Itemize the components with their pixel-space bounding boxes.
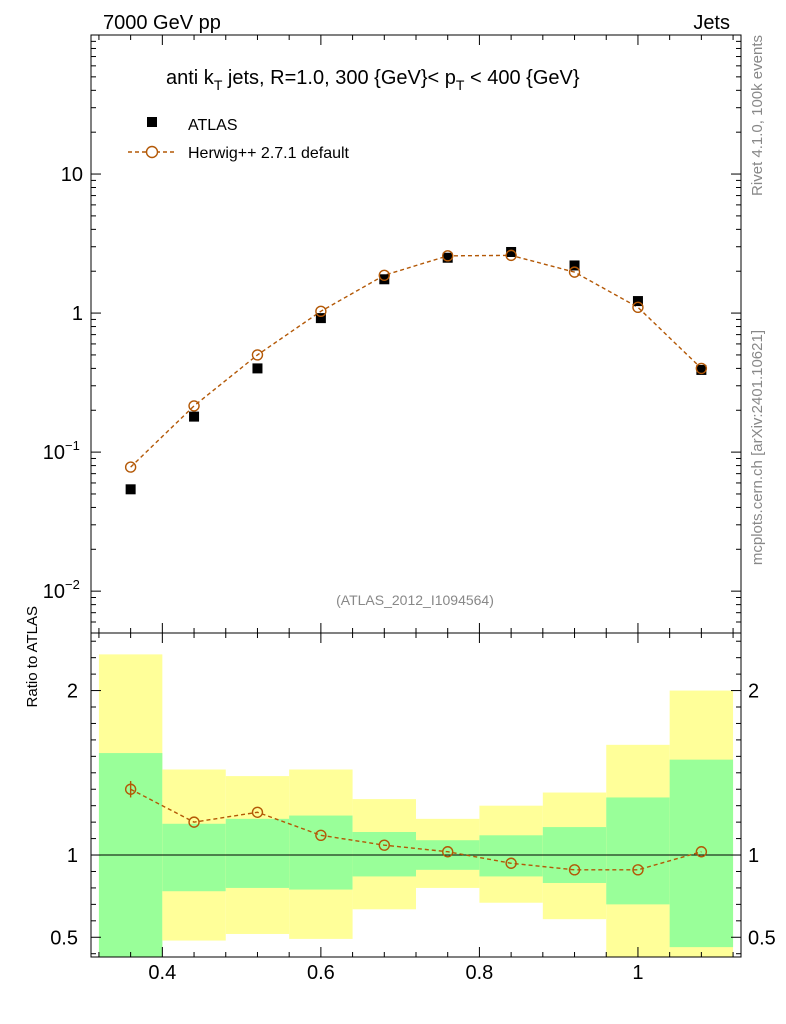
x-tick-label: 0.6: [307, 962, 335, 984]
ratio-stat-band-3: [225, 818, 290, 888]
ratio-point-10: [695, 846, 708, 858]
mc-point-1: [124, 461, 137, 473]
mc-point-5: [378, 269, 390, 281]
axis-ticks: [91, 34, 741, 957]
mc-point-10: [695, 362, 708, 375]
ratio-stat-band-7: [479, 835, 543, 877]
ratio-point-6: [442, 846, 454, 858]
ratio-point-3: [251, 806, 264, 818]
data-point-2: [189, 411, 200, 422]
data-point-7: [506, 246, 517, 257]
ratio-point-4: [315, 829, 327, 841]
main-series: [124, 246, 708, 495]
mcplots-label: mcplots.cern.ch [arXiv:2401.10621]: [749, 330, 766, 565]
ratio-point-9: [632, 864, 644, 876]
ratio-uncertainty-bands: [91, 654, 741, 957]
data-point-10: [696, 364, 707, 375]
ratio-stat-band-10: [669, 759, 734, 948]
ratio-point-5: [378, 839, 390, 851]
legend-data-marker: [147, 117, 157, 127]
x-tick-label: 0.4: [148, 962, 176, 984]
ratio-y-tick-label: 0.5: [50, 927, 78, 949]
main-y-tick-label: 10−2: [43, 577, 80, 603]
main-y-tick-label: 10−1: [43, 438, 80, 464]
mc-point-3: [251, 349, 264, 361]
ratio-y-tick-label: 1: [67, 845, 78, 867]
data-point-4: [315, 313, 326, 324]
mc-point-9: [632, 301, 644, 314]
header-energy-label: 7000 GeV pp: [103, 12, 221, 34]
ratio-y-tick-label: 2: [67, 681, 78, 703]
ratio-stat-band-9: [606, 797, 670, 905]
legend-mc-label: Herwig++ 2.7.1 default: [188, 145, 350, 162]
data-point-9: [632, 296, 643, 307]
chart-title: anti kT jets, R=1.0, 300 {GeV}< pT < 400…: [166, 67, 580, 93]
ratio-y-tick-label-right: 2: [748, 681, 759, 703]
x-tick-label: 0.8: [466, 962, 494, 984]
ratio-line: [130, 788, 702, 871]
legend-data-label: ATLAS: [188, 117, 238, 134]
ratio-y-tick-label-right: 0.5: [748, 927, 776, 949]
axis-tick-labels: 10 1 10−1 10−2 2 2 1 1 0.5 0.5 0.4 0.6 0.8 1: [43, 164, 776, 984]
mc-point-7: [505, 249, 517, 262]
ratio-point-2: [188, 816, 200, 828]
mc-point-6: [442, 250, 454, 262]
mc-point-8: [568, 266, 581, 278]
main-y-tick-label: 1: [72, 303, 83, 325]
ratio-stat-band-5: [352, 832, 416, 877]
ratio-stat-band-4: [289, 815, 353, 890]
mc-point-2: [188, 400, 200, 412]
ratio-axis-label: Ratio to ATLAS: [24, 606, 41, 707]
data-point-3: [252, 363, 263, 374]
ratio-point-1: [124, 783, 137, 795]
data-point-5: [379, 274, 390, 285]
header-jets-label: Jets: [693, 12, 730, 34]
data-point-6: [442, 252, 453, 263]
ratio-y-tick-label-right: 1: [748, 845, 759, 867]
analysis-watermark: (ATLAS_2012_I1094564): [336, 592, 494, 608]
data-point-8: [569, 260, 580, 271]
x-tick-label: 1: [632, 962, 643, 984]
legend-mc-marker: [145, 145, 159, 159]
ratio-stat-band-2: [162, 823, 226, 892]
mc-point-4: [315, 305, 327, 317]
mc-line: [130, 254, 702, 468]
main-y-tick-label: 10: [61, 164, 83, 186]
data-point-1: [125, 484, 136, 495]
rivet-version-label: Rivet 4.1.0, 100k events: [749, 35, 766, 196]
ratio-series: [124, 781, 708, 876]
ratio-point-7: [505, 857, 517, 869]
ratio-point-8: [568, 864, 581, 876]
